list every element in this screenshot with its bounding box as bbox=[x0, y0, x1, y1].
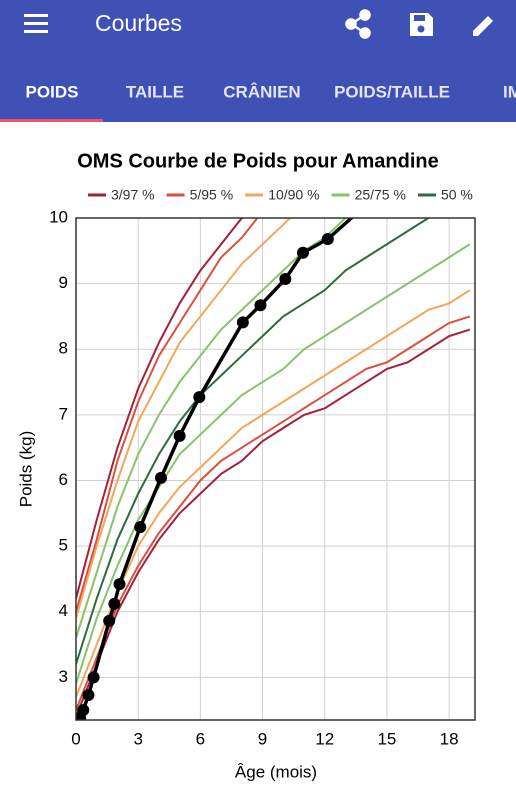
save-icon[interactable] bbox=[410, 13, 433, 36]
plot-frame bbox=[75, 217, 476, 721]
child-point bbox=[134, 521, 147, 534]
child-point bbox=[77, 704, 90, 717]
percentile-line bbox=[76, 218, 259, 613]
y-tick-label: 9 bbox=[59, 273, 68, 292]
percentile-line bbox=[76, 218, 431, 665]
tab[interactable]: POIDS/TAILLE bbox=[334, 82, 450, 101]
tab-indicator bbox=[0, 119, 103, 122]
legend-label: 25/75 % bbox=[355, 187, 406, 203]
child-point bbox=[154, 471, 167, 484]
child-point bbox=[296, 246, 309, 259]
x-axis-label: Âge (mois) bbox=[235, 762, 317, 781]
child-point bbox=[321, 232, 334, 245]
x-tick-label: 18 bbox=[440, 729, 459, 748]
y-axis-label: Poids (kg) bbox=[16, 431, 35, 508]
percentile-line bbox=[76, 218, 292, 619]
x-tick-label: 15 bbox=[377, 729, 396, 748]
percentile-line bbox=[76, 315, 471, 711]
app-bar bbox=[0, 0, 516, 122]
legend-label: 10/90 % bbox=[268, 187, 319, 203]
child-point bbox=[113, 578, 126, 591]
y-tick-label: 3 bbox=[59, 667, 68, 686]
child-point bbox=[82, 689, 95, 702]
y-tick-label: 7 bbox=[59, 404, 68, 423]
legend-label: 3/97 % bbox=[111, 187, 155, 203]
percentile-line bbox=[76, 289, 471, 698]
child-point bbox=[236, 316, 249, 329]
chart-title: OMS Courbe de Poids pour Amandine bbox=[77, 150, 439, 172]
child-line bbox=[78, 218, 355, 719]
tab[interactable]: IMC bbox=[503, 82, 516, 101]
percentile-line bbox=[76, 218, 348, 639]
x-tick-label: 3 bbox=[133, 729, 142, 748]
y-tick-label: 5 bbox=[59, 536, 68, 555]
y-tick-label: 8 bbox=[59, 339, 68, 358]
menu-icon[interactable] bbox=[24, 14, 48, 33]
x-tick-label: 6 bbox=[196, 729, 205, 748]
child-point bbox=[254, 299, 267, 312]
legend-label: 5/95 % bbox=[190, 187, 234, 203]
x-tick-label: 9 bbox=[258, 729, 267, 748]
child-point bbox=[108, 597, 121, 610]
percentile-line bbox=[76, 328, 471, 718]
child-point bbox=[193, 391, 206, 404]
percentile-line bbox=[76, 218, 244, 599]
child-point bbox=[279, 273, 292, 286]
x-tick-label: 12 bbox=[315, 729, 334, 748]
tab[interactable]: TAILLE bbox=[126, 82, 184, 101]
x-tick-label: 0 bbox=[71, 729, 80, 748]
percentile-line bbox=[76, 243, 471, 685]
y-tick-label: 4 bbox=[59, 601, 68, 620]
edit-icon[interactable] bbox=[473, 16, 493, 36]
legend-label: 50 % bbox=[441, 187, 473, 203]
child-point bbox=[103, 614, 116, 627]
tab[interactable]: CRÂNIEN bbox=[223, 82, 300, 101]
tab[interactable]: POIDS bbox=[26, 82, 79, 101]
child-point bbox=[87, 671, 100, 684]
share-icon[interactable] bbox=[345, 9, 371, 39]
y-tick-label: 6 bbox=[59, 470, 68, 489]
app-title: Courbes bbox=[95, 10, 182, 36]
child-point bbox=[173, 429, 186, 442]
y-tick-label: 10 bbox=[49, 207, 68, 226]
